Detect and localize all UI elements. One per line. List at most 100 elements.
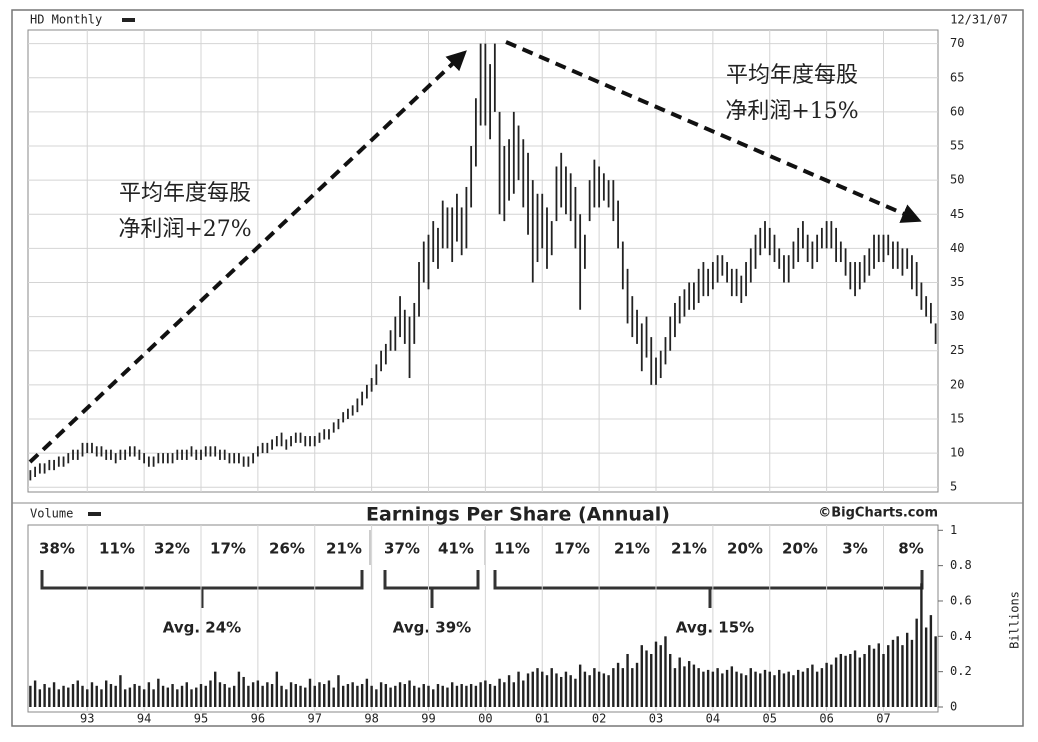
volume-bar (190, 689, 193, 707)
annotation: 净利润+27% (118, 217, 251, 242)
volume-bar (725, 669, 729, 707)
volume-bar (905, 632, 909, 707)
volume-bar (830, 664, 833, 707)
volume-bar (209, 680, 212, 707)
volume-bar (517, 671, 520, 707)
volume-bar (379, 682, 383, 707)
eps-title: Earnings Per Share (Annual) (366, 504, 670, 526)
volume-bar (370, 685, 373, 707)
volume-bar (133, 684, 136, 707)
volume-bar (868, 645, 871, 707)
volume-bar (550, 668, 553, 707)
volume-bar (683, 666, 686, 707)
eps-growth: 20% (782, 540, 818, 558)
volume-bar (185, 682, 188, 707)
volume-bar (560, 676, 563, 707)
volume-bar (640, 645, 643, 707)
volume-bar (839, 653, 843, 707)
y-tick-label: 40 (950, 241, 964, 255)
volume-bar (180, 685, 184, 707)
volume-bar (616, 662, 620, 707)
volume-bar (773, 675, 776, 707)
volume-bar (597, 671, 601, 707)
volume-bar (266, 682, 269, 707)
volume-bar (76, 680, 79, 707)
volume-bar (223, 684, 226, 707)
volume-bar (218, 682, 222, 707)
annotation: 平均年度每股 (726, 63, 858, 88)
x-tick-label: 04 (706, 712, 720, 726)
volume-bar (114, 685, 117, 707)
volume-bar (721, 673, 724, 707)
volume-bar (678, 657, 681, 707)
volume-bar (593, 668, 596, 707)
volume-bar (71, 684, 75, 707)
volume-bar (318, 682, 321, 707)
volume-bar (754, 671, 757, 707)
volume-bar (896, 636, 899, 707)
volume-bar (820, 668, 824, 707)
y-tick-label: 5 (950, 480, 957, 494)
y-tick-label: 45 (950, 207, 964, 221)
volume-bar (834, 657, 838, 707)
volume-bar (645, 650, 648, 707)
x-tick-label: 97 (308, 712, 322, 726)
volume-bar (924, 627, 928, 707)
volume-bar (825, 662, 828, 707)
volume-bar (408, 680, 411, 707)
y-tick-label: 25 (950, 343, 964, 357)
volume-bar (43, 684, 46, 707)
volume-unit: Billions (1008, 591, 1022, 649)
volume-bar (811, 664, 814, 707)
trend-arrow (505, 40, 922, 223)
volume-bar (422, 684, 425, 707)
y-tick-label: 30 (950, 309, 964, 323)
volume-bar (323, 684, 326, 707)
volume-bar (90, 682, 94, 707)
volume-bar (351, 682, 354, 707)
volume-bar (631, 668, 634, 707)
volume-bar (891, 639, 895, 707)
volume-bar (787, 671, 790, 707)
volume-bar (711, 671, 715, 707)
volume-bar (474, 685, 478, 707)
volume-bar (270, 684, 274, 707)
y-tick-label: 0.6 (950, 593, 972, 607)
volume-bar (394, 685, 397, 707)
volume-bar (697, 668, 700, 707)
volume-bar (488, 684, 492, 707)
volume-bar (176, 689, 179, 707)
volume-bar (583, 671, 587, 707)
volume-bar (768, 671, 771, 707)
volume-bar (95, 685, 98, 707)
eps-growth: 41% (438, 540, 474, 558)
frame (11, 9, 1024, 727)
volume-bar (735, 671, 738, 707)
volume-bar (849, 653, 852, 707)
x-tick-label: 98 (364, 712, 378, 726)
volume-bar (806, 668, 809, 707)
volume-bar (242, 676, 245, 707)
volume-bar (498, 678, 501, 707)
volume-bar (545, 675, 549, 707)
volume-bar (86, 689, 89, 707)
y-tick-label: 0.4 (950, 629, 972, 643)
volume-bar (327, 680, 331, 707)
volume-label: Volume (30, 507, 73, 521)
volume-bar (294, 684, 297, 707)
volume-bar (29, 685, 32, 707)
volume-bar (171, 684, 174, 707)
volume-bar (57, 689, 61, 707)
volume-bar (81, 685, 84, 707)
bracket (383, 570, 480, 608)
volume-bar (119, 675, 122, 707)
y-tick-label: 60 (950, 104, 964, 118)
volume-bar (365, 678, 369, 707)
volume-bar (792, 675, 795, 707)
eps-growth: 38% (39, 540, 75, 558)
volume-bar (237, 671, 241, 707)
x-tick-label: 03 (649, 712, 663, 726)
volume-bar (853, 650, 857, 707)
volume-bar (285, 689, 288, 707)
volume-bar (503, 682, 506, 707)
